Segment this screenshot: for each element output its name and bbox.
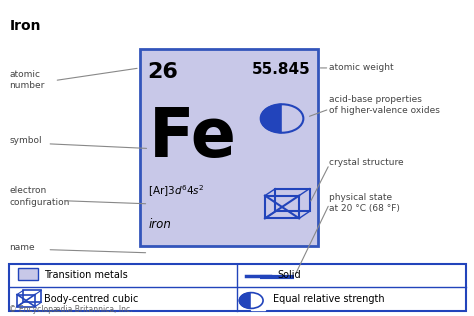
Text: symbol: symbol [9, 136, 42, 145]
Text: Solid: Solid [277, 270, 301, 280]
Text: acid-base properties
of higher-valence oxides: acid-base properties of higher-valence o… [329, 95, 440, 115]
Text: 26: 26 [147, 62, 178, 82]
Polygon shape [282, 101, 308, 136]
Text: iron: iron [148, 218, 171, 231]
Bar [18, 268, 38, 280]
Bar [275, 189, 310, 211]
Text: Body-centred cubic: Body-centred cubic [44, 294, 138, 304]
Bar [9, 264, 466, 311]
Text: Fe: Fe [149, 105, 237, 171]
Bar [23, 290, 41, 302]
Circle shape [261, 104, 303, 133]
Text: Transition metals: Transition metals [44, 270, 128, 280]
Text: Equal relative strength: Equal relative strength [273, 294, 384, 304]
Text: Iron: Iron [9, 19, 41, 33]
Bar [140, 49, 318, 246]
Text: crystal structure: crystal structure [329, 158, 404, 167]
Bar [17, 295, 35, 307]
Bar [265, 196, 299, 218]
Text: name: name [9, 243, 35, 252]
Text: electron
configuration: electron configuration [9, 186, 70, 207]
Text: atomic weight: atomic weight [329, 63, 394, 72]
Text: atomic
number: atomic number [9, 70, 45, 90]
Polygon shape [251, 291, 265, 310]
Text: $[\mathrm{Ar}]3d^64s^2$: $[\mathrm{Ar}]3d^64s^2$ [148, 183, 205, 199]
Text: 55.845: 55.845 [252, 62, 310, 76]
Text: physical state
at 20 °C (68 °F): physical state at 20 °C (68 °F) [329, 193, 401, 213]
Circle shape [239, 293, 263, 308]
Text: © Encyclopædia Britannica, Inc.: © Encyclopædia Britannica, Inc. [9, 306, 133, 314]
